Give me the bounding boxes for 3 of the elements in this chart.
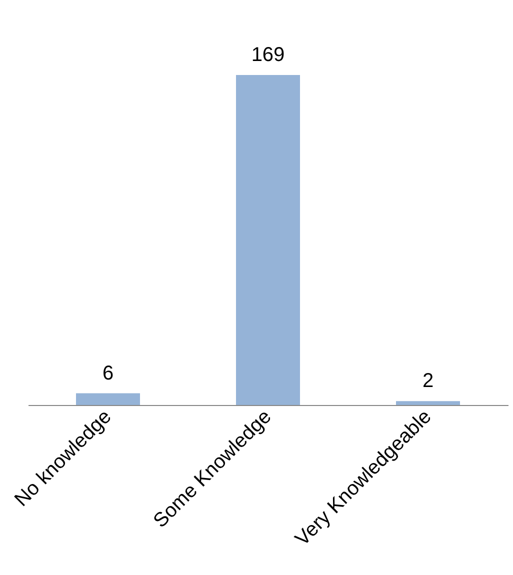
data-label: 169	[251, 44, 285, 66]
data-label: 2	[422, 370, 434, 392]
data-label: 6	[102, 362, 114, 384]
